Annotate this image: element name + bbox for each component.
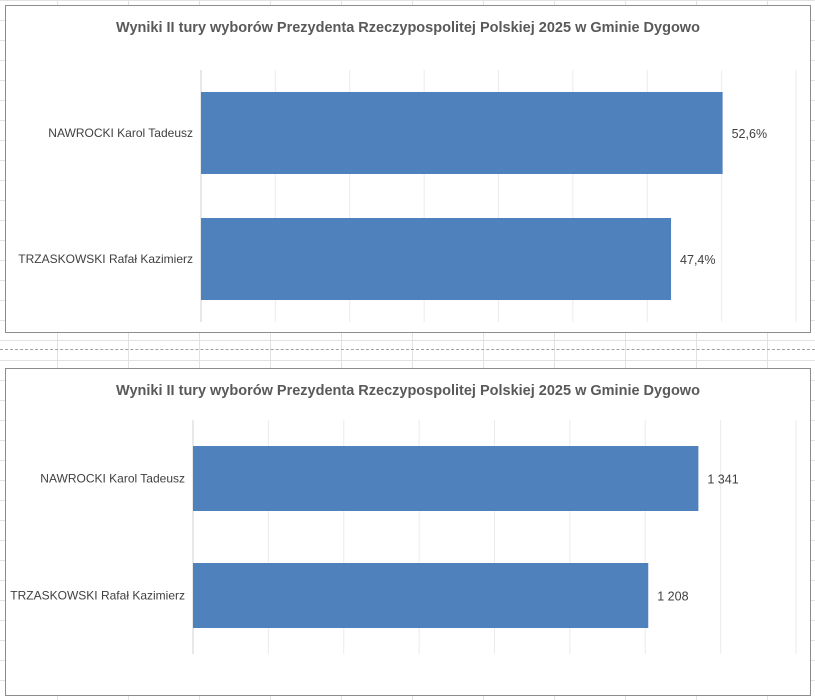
category-label: TRZASKOWSKI Rafał Kazimierz [18,252,193,266]
category-label: TRZASKOWSKI Rafał Kazimierz [10,589,185,603]
category-label: NAWROCKI Karol Tadeusz [40,472,185,486]
chart-title: Wyniki II tury wyborów Prezydenta Rzeczy… [116,20,700,36]
data-label: 52,6% [732,127,767,141]
bar [201,218,672,300]
bar [193,563,649,628]
chart-plot: NAWROCKI Karol Tadeusz 1 341 TRZASKOWSKI R… [10,420,797,654]
chart-votes[interactable]: Wyniki II tury wyborów Prezydenta Rzeczy… [5,368,811,696]
page-break-line [0,349,815,350]
data-label: 1 341 [707,473,738,487]
category-label: NAWROCKI Karol Tadeusz [48,126,193,140]
bar [201,92,723,174]
chart-title: Wyniki II tury wyborów Prezydenta Rzeczy… [116,383,700,399]
data-label: 1 208 [657,590,688,604]
bar [193,446,699,511]
chart-percent[interactable]: Wyniki II tury wyborów Prezydenta Rzeczy… [5,5,811,333]
chart-plot: NAWROCKI Karol Tadeusz 52,6% TRZASKOWSKI R… [18,70,797,322]
data-label: 47,4% [680,253,715,267]
